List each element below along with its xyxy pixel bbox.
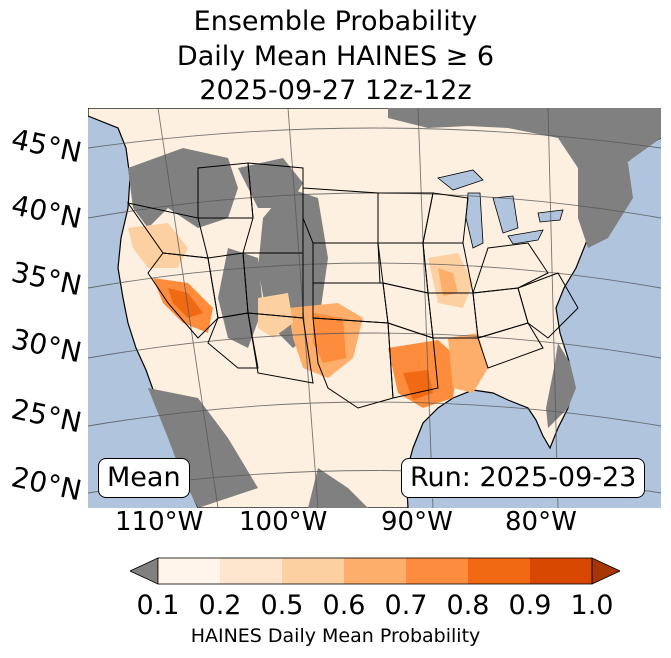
map-title-line-1: Ensemble Probability bbox=[193, 6, 478, 37]
lat-label-40: 40°N bbox=[8, 188, 85, 236]
colorbar-tick-label: 0.1 bbox=[136, 590, 180, 621]
lon-label-80: 80°W bbox=[505, 507, 577, 537]
colorbar-label: HAINES Daily Mean Probability bbox=[190, 625, 481, 647]
colorbar-over-arrow bbox=[591, 557, 620, 585]
colorbar-bin bbox=[530, 558, 593, 584]
colorbar-bins bbox=[158, 558, 593, 584]
colorbar-bin bbox=[158, 558, 221, 584]
colorbar-tick-label: 0.8 bbox=[446, 590, 490, 621]
colorbar-tick-label: 0.6 bbox=[322, 590, 366, 621]
colorbar-tick-label: 0.9 bbox=[508, 590, 552, 621]
colorbar-bin bbox=[406, 558, 469, 584]
colorbar-bin bbox=[282, 558, 345, 584]
colorbar-tick-label: 0.5 bbox=[260, 590, 304, 621]
lon-label-90: 90°W bbox=[381, 507, 453, 537]
colorbar-outline bbox=[157, 557, 593, 585]
lat-label-20: 20°N bbox=[8, 460, 85, 508]
colorbar bbox=[130, 557, 620, 585]
lat-label-35: 35°N bbox=[8, 255, 85, 303]
great-lakes bbox=[437, 169, 564, 249]
probability-map bbox=[88, 108, 661, 508]
lon-label-110: 110°W bbox=[115, 507, 204, 537]
map-title-line-3: 2025-09-27 12z-12z bbox=[199, 75, 472, 106]
lat-label-30: 30°N bbox=[8, 322, 85, 370]
state-borders bbox=[126, 162, 579, 409]
lon-label-100: 100°W bbox=[239, 507, 328, 537]
colorbar-tick-label: 1.0 bbox=[570, 590, 614, 621]
lat-label-45: 45°N bbox=[8, 122, 85, 170]
map-title-line-2: Daily Mean HAINES ≥ 6 bbox=[176, 41, 495, 72]
colorbar-tick-label: 0.2 bbox=[198, 590, 242, 621]
colorbar-bin bbox=[344, 558, 407, 584]
colorbar-tick-label: 0.7 bbox=[384, 590, 428, 621]
colorbar-under-arrow bbox=[130, 557, 159, 585]
run-date-box: Run: 2025-09-23 bbox=[401, 458, 646, 498]
colorbar-bin bbox=[220, 558, 283, 584]
lat-label-25: 25°N bbox=[8, 392, 85, 440]
colorbar-bin bbox=[468, 558, 531, 584]
stat-label-box: Mean bbox=[98, 458, 190, 498]
